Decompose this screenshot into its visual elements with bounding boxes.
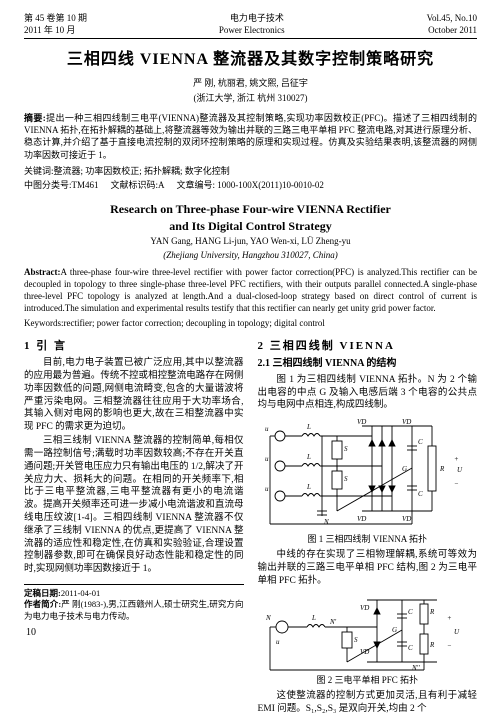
- figure-2-caption: 图 2 三电平单相 PFC 拓扑: [258, 674, 478, 686]
- svg-text:L: L: [311, 614, 316, 622]
- section-1-head: 1 引 言: [24, 339, 244, 354]
- svg-text:S: S: [344, 475, 348, 483]
- svg-text:G: G: [392, 626, 397, 634]
- svg-text:L: L: [306, 423, 311, 431]
- classification-row: 中图分类号:TM461 文献标识码:A 文章编号: 1000-100X(2011…: [24, 179, 477, 191]
- svg-text:R: R: [439, 465, 445, 473]
- keywords-en-label: Keywords:: [24, 318, 64, 328]
- svg-text:S: S: [344, 445, 348, 453]
- keywords-en-text: rectifier; power factor correction; deco…: [64, 318, 325, 328]
- svg-text:VD: VD: [360, 648, 369, 656]
- keywords-cn-text: 整流器; 功率因数校正; 拓扑解耦; 数字化控制: [54, 166, 230, 176]
- svg-text:u: u: [265, 455, 269, 463]
- header-center-2: Power Electronics: [219, 24, 285, 36]
- header-left-1: 第 45 卷第 10 期: [24, 12, 87, 24]
- keywords-en: Keywords:rectifier; power factor correct…: [24, 317, 477, 329]
- svg-text:u: u: [276, 638, 280, 646]
- svg-text:N': N': [329, 618, 337, 626]
- figure-2-svg: Nu L N' S VD VD C C R R + −U G N'': [262, 592, 472, 672]
- svg-text:VD: VD: [360, 604, 369, 612]
- section-2-para-1: 图 1 为三相四线制 VIENNA 拓扑。N 为 2 个输出电容的中点 G 及输…: [258, 374, 478, 412]
- title-en-line2: and Its Digital Control Strategy: [24, 218, 477, 234]
- svg-text:R: R: [429, 641, 435, 649]
- svg-text:L: L: [306, 453, 311, 461]
- svg-text:VD: VD: [402, 515, 411, 523]
- column-right: 2 三相四线制 VIENNA 2.1 三相四线制 VIENNA 的结构 图 1 …: [258, 337, 478, 716]
- footer-date-label: 定稿日期:: [24, 588, 61, 598]
- figure-1-caption: 图 1 三相四线制 VIENNA 拓扑: [258, 533, 478, 545]
- svg-text:u: u: [265, 425, 269, 433]
- column-left: 1 引 言 目前,电力电子装置已被广泛应用,其中以整流器的应用最为普遍。传统不控…: [24, 337, 244, 716]
- abstract-en-text: A three-phase four-wire three-level rect…: [24, 267, 477, 313]
- svg-text:C: C: [418, 490, 423, 498]
- svg-text:C: C: [408, 644, 413, 652]
- section-2-para-2: 中线的存在实现了三相物理解耦,系统可等效为输出并联的三路三电平单相 PFC 结构…: [258, 549, 478, 587]
- svg-text:C: C: [408, 608, 413, 616]
- footer-date: 2011-04-01: [61, 588, 100, 598]
- svg-text:−: −: [454, 480, 459, 488]
- svg-text:S: S: [354, 636, 358, 644]
- svg-text:G: G: [402, 465, 407, 473]
- header-right-1: Vol.45, No.10: [427, 12, 477, 24]
- svg-text:U: U: [454, 628, 460, 636]
- abstract-cn-label: 摘要:: [24, 113, 46, 123]
- abstract-cn: 摘要:提出一种三相四线制三电平(VIENNA)整流器及其控制策略,实现功率因数校…: [24, 112, 477, 161]
- abstract-en: Abstract:A three-phase four-wire three-l…: [24, 266, 477, 315]
- page-header: 第 45 卷第 10 期 电力电子技术 Vol.45, No.10 2011 年…: [24, 12, 477, 39]
- affiliation-en: (Zhejiang University, Hangzhou 310027, C…: [24, 249, 477, 261]
- section-1-para-2: 三相三线制 VIENNA 整流器的控制简单,每相仅需一路控制信号;满载时功率因数…: [24, 435, 244, 576]
- header-right-2: October 2011: [428, 24, 477, 36]
- section-1-para-1: 目前,电力电子装置已被广泛应用,其中以整流器的应用最为普遍。传统不控或相控整流电…: [24, 357, 244, 434]
- svg-text:N: N: [265, 614, 271, 622]
- svg-text:VD: VD: [402, 418, 411, 426]
- keywords-cn-label: 关键词:: [24, 166, 54, 176]
- abstract-en-label: Abstract:: [24, 267, 61, 277]
- class-number: 中图分类号:TM461: [24, 179, 99, 191]
- svg-text:R: R: [429, 608, 435, 616]
- authors-en: YAN Gang, HANG Li-jun, YAO Wen-xi, LÜ Zh…: [24, 235, 477, 247]
- svg-text:N: N: [323, 518, 329, 526]
- title-cn: 三相四线 VIENNA 整流器及其数字控制策略研究: [24, 49, 477, 71]
- svg-text:u: u: [265, 485, 269, 493]
- svg-text:VD: VD: [357, 515, 366, 523]
- svg-text:VD: VD: [357, 418, 366, 426]
- section-2-subhead: 2.1 三相四线制 VIENNA 的结构: [258, 357, 478, 371]
- svg-text:C: C: [418, 438, 423, 446]
- header-left-2: 2011 年 10 月: [24, 24, 75, 36]
- svg-text:L: L: [306, 483, 311, 491]
- section-2-head: 2 三相四线制 VIENNA: [258, 339, 478, 354]
- svg-text:+: +: [454, 455, 459, 463]
- svg-text:U: U: [457, 466, 463, 474]
- figure-1-svg: u u u L L L S S VD VD VD VD C C R + − U N G: [262, 416, 472, 531]
- affiliation-cn: (浙江大学, 浙江 杭州 310027): [24, 92, 477, 104]
- doc-code: 文献标识码:A: [111, 179, 165, 191]
- svg-text:+: +: [447, 614, 452, 622]
- footer-author-label: 作者简介:: [24, 599, 61, 609]
- header-center-1: 电力电子技术: [230, 12, 284, 24]
- svg-text:N'': N'': [411, 664, 420, 672]
- abstract-cn-text: 提出一种三相四线制三电平(VIENNA)整流器及其控制策略,实现功率因数校正(P…: [24, 113, 477, 159]
- footer-block: 定稿日期:2011-04-01 作者简介:严 刚(1983-),男,江西赣州人,…: [24, 584, 244, 622]
- keywords-cn: 关键词:整流器; 功率因数校正; 拓扑解耦; 数字化控制: [24, 165, 477, 177]
- title-en-line1: Research on Three-phase Four-wire VIENNA…: [24, 201, 477, 217]
- article-number: 文章编号: 1000-100X(2011)10-0010-02: [177, 179, 324, 191]
- section-2-para-3: 这使整流器的控制方式更加灵活,且有利于减轻 EMI 问题。S₁,S₂,S₃ 是双…: [258, 690, 478, 716]
- authors-cn: 严 刚, 杭丽君, 姚文熙, 吕征宇: [24, 77, 477, 89]
- figure-1: u u u L L L S S VD VD VD VD C C R + − U N G 图 1 三相四…: [258, 416, 478, 545]
- page-number: 10: [26, 626, 244, 640]
- svg-text:−: −: [447, 642, 452, 650]
